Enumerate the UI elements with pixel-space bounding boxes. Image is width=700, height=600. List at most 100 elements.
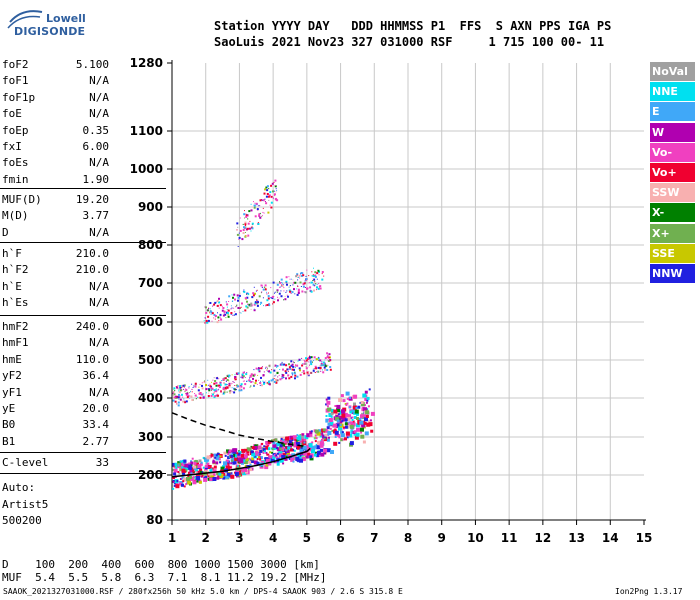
echo-point (230, 462, 233, 465)
echo-point (281, 446, 285, 450)
echo-point (208, 389, 211, 392)
echo-point (321, 438, 323, 441)
echo-point (270, 287, 272, 289)
echo-point (247, 222, 250, 225)
echo-point (313, 289, 315, 292)
echo-point (177, 471, 180, 473)
echo-point (250, 445, 253, 448)
echo-point (355, 407, 358, 409)
echo-point (205, 388, 208, 391)
echo-point (200, 397, 202, 399)
param-label: hmE (2, 352, 22, 366)
echo-point (220, 466, 225, 471)
echo-point (272, 443, 277, 448)
echo-point (251, 452, 256, 457)
echo-point (323, 275, 325, 277)
echo-point (368, 388, 371, 391)
echo-point (280, 295, 283, 298)
echo-point (349, 410, 353, 414)
echo-point (219, 381, 222, 384)
echo-point (313, 368, 315, 370)
echo-point (268, 380, 270, 382)
echo-point (263, 212, 265, 214)
echo-point (309, 456, 314, 461)
echo-point (281, 282, 283, 283)
echo-point (294, 367, 296, 369)
echo-point (319, 287, 322, 290)
echo-point (294, 293, 296, 295)
echo-point (271, 182, 274, 185)
echo-point (324, 357, 327, 360)
echo-point (263, 381, 266, 384)
echo-point (248, 210, 251, 213)
echo-point (301, 363, 303, 365)
echo-point (329, 368, 332, 371)
echo-point (178, 393, 180, 396)
echo-point (321, 278, 324, 281)
echo-point (265, 451, 268, 454)
echo-point (299, 277, 301, 279)
echo-point (184, 385, 186, 387)
echo-point (326, 352, 329, 355)
echo-point (342, 438, 345, 441)
echo-point (269, 372, 271, 374)
echo-point (275, 381, 278, 384)
echo-point (245, 214, 248, 217)
echo-point (283, 364, 285, 366)
distance-row: D 100 200 400 600 800 1000 1500 3000 [km… (2, 558, 320, 571)
autoscaling-label: Auto: (2, 481, 36, 494)
echo-point (319, 285, 322, 288)
echo-point (224, 383, 227, 386)
echo-point (327, 364, 329, 366)
echo-point (245, 456, 247, 459)
echo-point (185, 388, 188, 391)
echo-point (280, 278, 283, 281)
echo-point (313, 278, 316, 281)
echo-point (262, 199, 265, 202)
echo-point (313, 360, 314, 362)
echo-point (297, 360, 299, 362)
echo-point (180, 388, 182, 390)
echo-point (333, 441, 338, 446)
param-label: fmin (2, 172, 29, 186)
echo-point (201, 384, 203, 387)
echo-point (265, 186, 268, 189)
echo-point (267, 295, 270, 298)
y-tick-label: 1000 (130, 162, 163, 176)
echo-point (222, 314, 225, 317)
echo-point (183, 384, 186, 387)
echo-point (236, 294, 239, 297)
echo-point (199, 468, 203, 472)
echo-point (299, 458, 303, 463)
echo-point (368, 420, 371, 423)
echo-point (211, 393, 213, 395)
echo-point (246, 450, 250, 454)
echo-point (269, 366, 271, 368)
extrapolated-profile (171, 412, 308, 448)
echo-point (318, 283, 320, 285)
echo-point (305, 455, 309, 459)
echo-point (281, 285, 284, 287)
echo-point (310, 290, 313, 293)
param-row: yE 20.0 (2, 402, 160, 417)
echo-point (175, 396, 178, 399)
echo-point (293, 444, 297, 448)
echo-point (324, 368, 327, 371)
echo-point (231, 382, 233, 384)
echo-point (242, 459, 246, 463)
echo-point (230, 308, 232, 310)
param-label: h`F (2, 247, 22, 260)
echo-point (255, 367, 258, 370)
echo-point (318, 359, 320, 361)
echo-point (345, 404, 348, 406)
echo-point (330, 412, 334, 416)
y-tick-label: 700 (138, 276, 163, 290)
echo-point (242, 310, 244, 312)
echo-point (227, 309, 229, 310)
param-label: yF2 (2, 369, 22, 383)
echo-point (251, 222, 254, 225)
echo-point (184, 391, 186, 393)
echo-point (237, 372, 240, 375)
echo-point (182, 400, 185, 403)
param-label: foEs (2, 156, 29, 170)
